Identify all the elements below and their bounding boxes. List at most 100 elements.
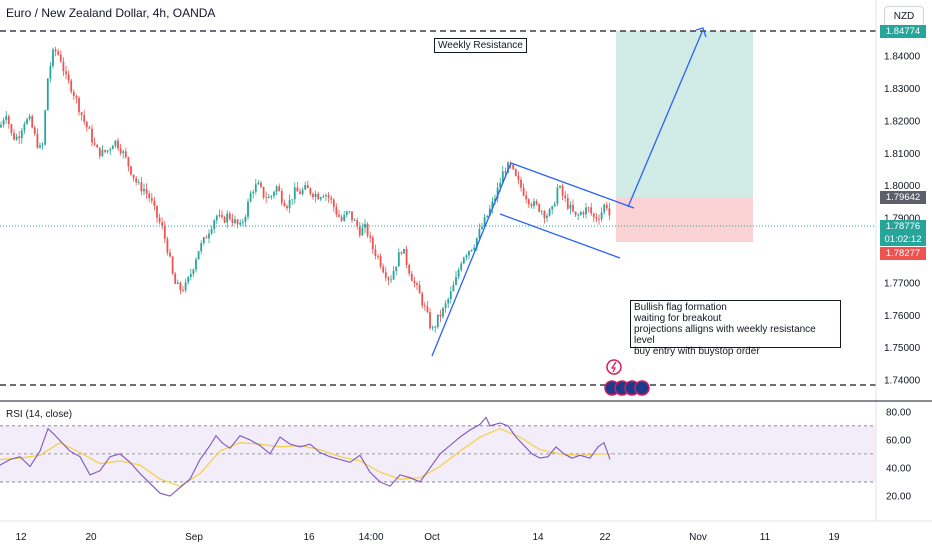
candle-body (171, 256, 174, 274)
candle-body (408, 264, 411, 274)
candle-body (39, 145, 41, 148)
time-tick-label: Nov (689, 532, 707, 543)
candle-body (366, 223, 369, 236)
candle-body (226, 213, 229, 223)
candle-body (522, 187, 525, 196)
candle-body (244, 216, 247, 222)
candle-body (473, 247, 476, 250)
candle-body (377, 255, 379, 257)
candle-body (400, 252, 403, 254)
candle-body (49, 66, 52, 79)
candle-body (23, 123, 26, 131)
candle-body (122, 151, 125, 153)
candle-body (478, 229, 481, 238)
price-axis[interactable]: 1.84000 1.83000 1.82000 1.81000 1.80000 1.790… (884, 52, 921, 387)
candle-body (353, 220, 356, 221)
rsi-axis[interactable]: 80.00 60.00 40.00 20.00 (886, 407, 911, 502)
target-price-badge: 1.84774 (880, 25, 926, 38)
candle-body (486, 215, 489, 218)
candle-body (340, 216, 343, 221)
candle-body (439, 314, 442, 317)
time-tick-label: 14:00 (358, 532, 383, 543)
weekly-resistance-label[interactable]: Weekly Resistance (434, 38, 527, 53)
candle-body (369, 235, 372, 238)
candle-body (512, 164, 515, 170)
candle-body (338, 214, 340, 217)
candle-body (507, 162, 509, 173)
candle-body (161, 222, 164, 227)
candle-body (577, 214, 580, 216)
candle-body (605, 204, 608, 209)
candle-body (598, 218, 600, 220)
event-icons[interactable] (604, 359, 650, 396)
candle-body (72, 91, 75, 97)
candle-body (241, 221, 244, 223)
time-tick-label: 22 (599, 532, 611, 543)
candle-body (132, 174, 135, 179)
candle-body (192, 269, 195, 275)
candle-body (101, 149, 104, 157)
candle-body (262, 186, 265, 198)
time-axis[interactable]: 12 20 Sep 16 14:00 Oct 14 22 Nov 11 19 (15, 532, 840, 543)
candle-body (416, 283, 418, 286)
candle-body (18, 136, 21, 139)
candle-body (62, 61, 65, 72)
candle-body (421, 293, 424, 306)
candle-body (481, 226, 483, 230)
candle-body (119, 148, 122, 153)
candle-body (496, 187, 499, 199)
candle-body (280, 191, 283, 204)
candle-body (252, 191, 255, 194)
symbol-title[interactable]: Euro / New Zealand Dollar, 4h, OANDA (6, 6, 216, 20)
candle-body (137, 182, 140, 183)
price-tick-label: 1.79000 (884, 214, 921, 225)
candle-body (356, 220, 359, 227)
candle-body (124, 151, 127, 158)
candle-body (65, 71, 67, 75)
price-tick-label: 1.81000 (884, 149, 921, 160)
candlestick-series (0, 46, 611, 333)
candle-body (93, 142, 96, 145)
candle-body (176, 282, 179, 284)
candle-body (582, 212, 585, 215)
candle-body (312, 193, 314, 198)
candle-body (0, 124, 2, 128)
candle-body (530, 204, 533, 207)
flag-lower-line (499, 213, 621, 259)
candle-body (288, 200, 291, 209)
candle-body (197, 251, 200, 260)
flag-upper-line (510, 162, 635, 209)
candle-body (150, 198, 153, 201)
candle-body (392, 270, 395, 280)
candle-body (452, 284, 455, 292)
rsi-tick-label: 20.00 (886, 491, 911, 502)
candle-body (603, 204, 606, 213)
candle-body (231, 218, 234, 223)
candle-body (387, 277, 390, 280)
rsi-title[interactable]: RSI (14, close) (6, 409, 73, 420)
rsi-line (0, 416, 611, 497)
analysis-note[interactable]: Bullish flag formation waiting for break… (630, 300, 841, 357)
candle-body (525, 195, 528, 200)
candle-body (426, 306, 429, 313)
candle-body (215, 215, 218, 221)
price-tick-label: 1.77000 (884, 278, 921, 289)
candle-body (395, 266, 398, 271)
rsi-ma-line (0, 427, 612, 487)
time-tick-label: 14 (532, 532, 544, 543)
candle-body (533, 201, 535, 207)
candle-body (559, 185, 561, 188)
candle-body (88, 127, 91, 129)
candle-body (314, 193, 317, 198)
candle-body (322, 196, 325, 198)
candle-body (236, 219, 239, 225)
candle-body (31, 116, 34, 128)
candle-body (390, 279, 392, 281)
candle-body (278, 186, 281, 192)
candle-body (434, 327, 437, 328)
candle-body (564, 195, 567, 199)
candle-body (265, 197, 268, 199)
candle-body (158, 217, 161, 223)
candle-body (98, 147, 101, 157)
